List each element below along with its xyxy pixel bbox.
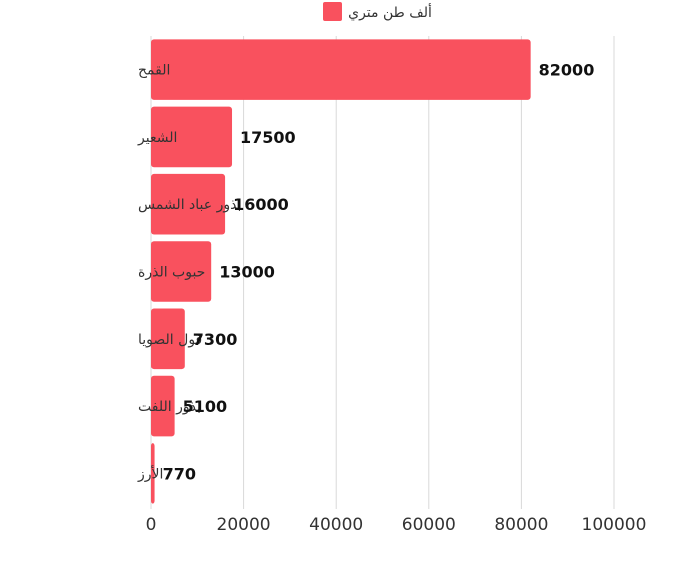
bar bbox=[151, 308, 185, 370]
category-label: بذور عباد الشمس bbox=[138, 197, 241, 213]
value-label: 16000 bbox=[233, 195, 289, 214]
x-tick-label: 60000 bbox=[402, 515, 456, 535]
category-label: القمح bbox=[138, 63, 170, 79]
x-tick-label: 80000 bbox=[494, 515, 548, 535]
bar bbox=[151, 39, 531, 100]
x-tick-label: 100000 bbox=[582, 515, 647, 535]
category-label: بذور اللفت bbox=[138, 399, 201, 415]
category-label: الأرز bbox=[137, 464, 163, 482]
legend: ألف طن متري bbox=[323, 2, 432, 21]
value-label: 770 bbox=[163, 464, 196, 483]
x-tick-label: 40000 bbox=[309, 515, 363, 535]
value-label: 13000 bbox=[219, 263, 275, 282]
x-tick-label: 20000 bbox=[217, 515, 271, 535]
value-label: 5100 bbox=[183, 397, 228, 416]
bar bbox=[151, 106, 233, 168]
category-label: فول الصويا bbox=[138, 332, 202, 348]
bar bbox=[151, 173, 226, 235]
x-tick-label: 0 bbox=[146, 515, 157, 535]
value-label: 82000 bbox=[539, 61, 595, 80]
bar bbox=[151, 443, 155, 504]
value-label: 7300 bbox=[193, 330, 238, 349]
labels: 0 20000 40000 60000 80000 100000 القمح 82000 الش… bbox=[137, 61, 646, 535]
legend-swatch bbox=[323, 2, 342, 21]
category-label: حبوب الذرة bbox=[138, 265, 205, 281]
category-label: الشعير bbox=[137, 130, 177, 146]
bars bbox=[151, 39, 531, 504]
legend-label: ألف طن متري bbox=[348, 3, 432, 21]
bar bbox=[151, 375, 175, 437]
value-label: 17500 bbox=[240, 128, 296, 147]
bar bbox=[151, 241, 212, 302]
